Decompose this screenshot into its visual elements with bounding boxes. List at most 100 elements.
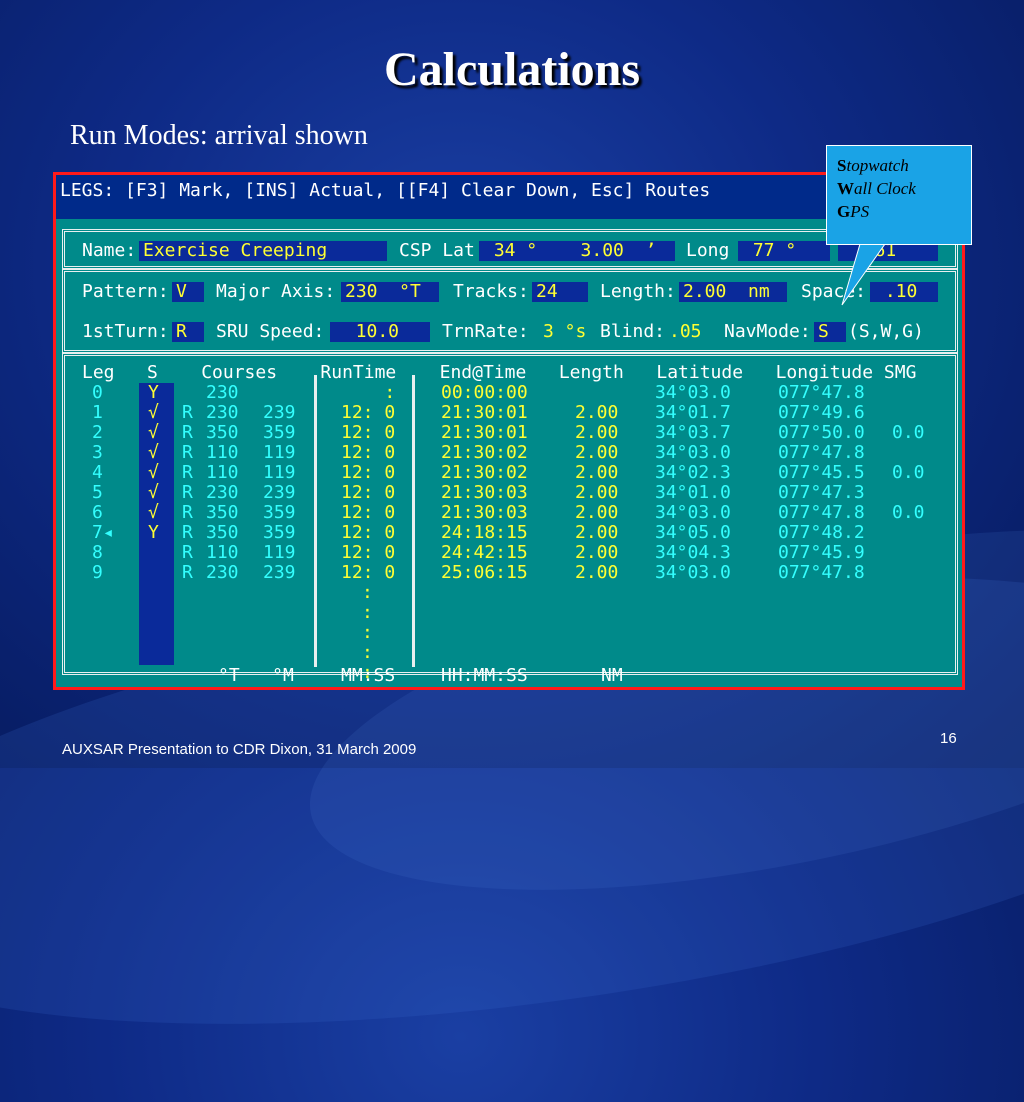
cell-r: R (182, 562, 193, 583)
nav-mode-callout: Stopwatch Wall Clock GPS (826, 145, 972, 245)
cell-s: √ (148, 402, 159, 423)
cell-r: R (182, 422, 193, 443)
cell-lat: 34°03.0 (655, 502, 731, 523)
cell-len: 2.00 (575, 502, 619, 523)
cell-c1: 350 (206, 522, 239, 543)
blind-value: .05 (669, 321, 702, 342)
status-column (139, 383, 174, 665)
cell-c1: 230 (206, 562, 239, 583)
cell-c1: 110 (206, 442, 239, 463)
length-field[interactable]: 2.00 nm (679, 282, 787, 302)
runtime-filler: : (362, 602, 373, 623)
cell-run: 12: 0 (341, 502, 396, 523)
space-field[interactable]: .10 (870, 282, 938, 302)
runtime-filler: : (362, 662, 373, 683)
cell-c1: 230 (206, 482, 239, 503)
cell-lon: 077°47.8 (778, 502, 865, 523)
callout-line: Wall Clock (837, 179, 916, 198)
cell-leg: 3 (92, 442, 103, 463)
cell-run: 12: 0 (341, 402, 396, 423)
pattern-field[interactable]: V (172, 282, 204, 302)
cell-r: R (182, 402, 193, 423)
header-text: LEGS: [F3] Mark, [INS] Actual, [[F4] Cle… (60, 180, 711, 201)
cell-s: √ (148, 502, 159, 523)
units-endtime: HH:MM:SS (441, 665, 528, 686)
cell-leg: 0 (92, 382, 103, 403)
name-box (62, 229, 958, 269)
cell-end: 21:30:02 (441, 462, 528, 483)
cell-leg: 9 (92, 562, 103, 583)
callout-pointer (841, 243, 886, 306)
cell-run: 12: 0 (341, 562, 396, 583)
slide-title: Calculations (383, 43, 641, 96)
long-deg-field[interactable]: 77 ° (738, 241, 830, 261)
cell-leg: 2 (92, 422, 103, 443)
trn-rate-value: 3 °s (543, 321, 587, 342)
runtime-filler: : (362, 642, 373, 663)
cell-smg: 0.0 (892, 502, 925, 523)
cell-leg: 7◂ (92, 522, 114, 543)
cell-lat: 34°03.0 (655, 382, 731, 403)
sru-speed-label: SRU Speed: (216, 321, 325, 342)
cell-lat: 34°01.7 (655, 402, 731, 423)
cell-c2: 119 (263, 542, 296, 563)
cell-c2: 119 (263, 462, 296, 483)
cell-c1: 110 (206, 542, 239, 563)
cell-lon: 077°47.8 (778, 382, 865, 403)
cell-len: 2.00 (575, 422, 619, 443)
cell-leg: 1 (92, 402, 103, 423)
callout-line: GPS (837, 202, 870, 221)
cell-s: √ (148, 462, 159, 483)
cell-s: √ (148, 482, 159, 503)
csp-lat-field[interactable]: 34 ° 3.00 ’ (479, 241, 675, 261)
cell-c1: 350 (206, 422, 239, 443)
cell-s: Y (148, 382, 159, 403)
column-divider (314, 375, 317, 667)
runtime-filler: : (362, 622, 373, 643)
nav-mode-field[interactable]: S (814, 322, 846, 342)
cell-end: 25:06:15 (441, 562, 528, 583)
cell-c2: 359 (263, 522, 296, 543)
major-axis-field[interactable]: 230 °T (341, 282, 439, 302)
cell-run: : (341, 382, 396, 403)
cell-smg: 0.0 (892, 462, 925, 483)
cell-len: 2.00 (575, 442, 619, 463)
cell-r: R (182, 542, 193, 563)
nav-mode-options: (S,W,G) (848, 321, 924, 342)
first-turn-field[interactable]: R (172, 322, 204, 342)
first-turn-label: 1stTurn: (82, 321, 169, 342)
blind-label: Blind: (600, 321, 666, 342)
cell-lat: 34°03.7 (655, 422, 731, 443)
cell-run: 12: 0 (341, 482, 396, 503)
tracks-field[interactable]: 24 (532, 282, 588, 302)
runtime-filler: : (362, 582, 373, 603)
cell-c2: 239 (263, 482, 296, 503)
cell-len: 2.00 (575, 402, 619, 423)
length-label: Length: (600, 281, 676, 302)
units-courses: °T °M (218, 665, 294, 686)
screen-header: LEGS: [F3] Mark, [INS] Actual, [[F4] Cle… (56, 175, 962, 219)
cell-r: R (182, 482, 193, 503)
cell-end: 24:18:15 (441, 522, 528, 543)
nav-mode-label: NavMode: (724, 321, 811, 342)
cell-leg: 8 (92, 542, 103, 563)
cell-s: √ (148, 422, 159, 443)
cell-lat: 34°05.0 (655, 522, 731, 543)
cell-c1: 110 (206, 462, 239, 483)
cell-leg: 4 (92, 462, 103, 483)
cell-leg: 6 (92, 502, 103, 523)
sru-speed-field[interactable]: 10.0 (330, 322, 430, 342)
cell-c1: 230 (206, 382, 239, 403)
cell-r: R (182, 442, 193, 463)
page-number: 16 (940, 730, 957, 747)
units-runtime: MM:SS (341, 665, 396, 686)
trn-rate-label: TrnRate: (442, 321, 529, 342)
cell-end: 21:30:01 (441, 422, 528, 443)
cell-r: R (182, 522, 193, 543)
cell-end: 24:42:15 (441, 542, 528, 563)
cell-lat: 34°01.0 (655, 482, 731, 503)
legs-table-box (62, 353, 958, 675)
cell-len: 2.00 (575, 522, 619, 543)
name-field[interactable]: Exercise Creeping (139, 241, 387, 261)
cell-lon: 077°48.2 (778, 522, 865, 543)
